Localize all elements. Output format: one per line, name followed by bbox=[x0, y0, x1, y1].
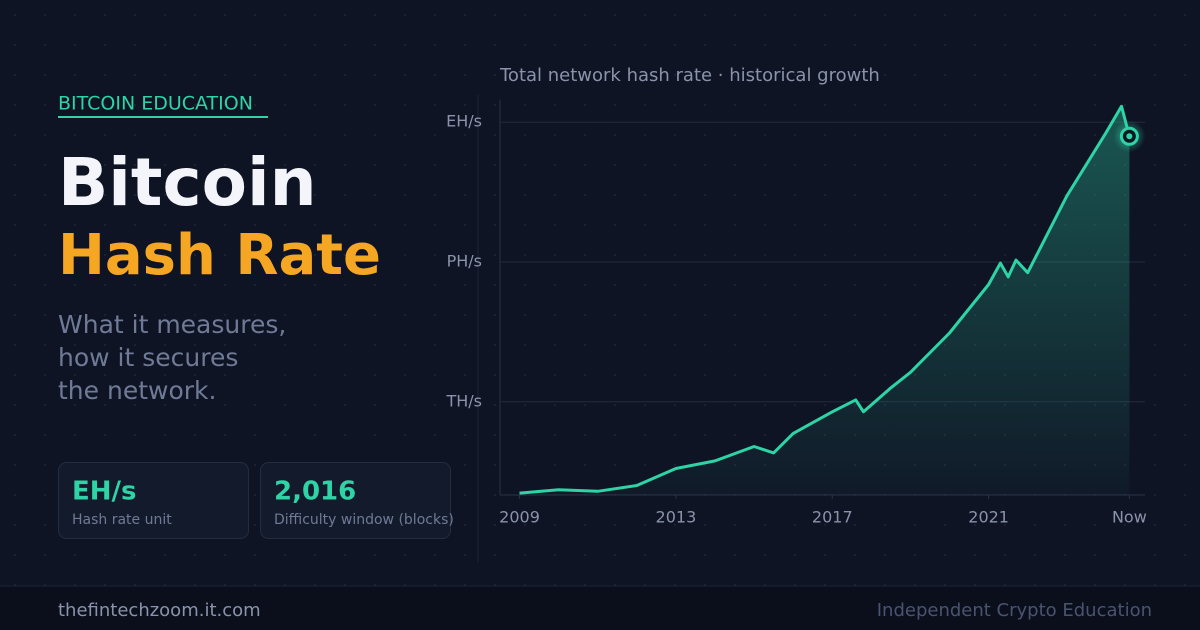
kicker: BITCOIN EDUCATION bbox=[58, 93, 253, 115]
x-tick-label: 2013 bbox=[656, 508, 697, 527]
y-tick-label: PH/s bbox=[447, 252, 482, 271]
y-tick-label: TH/s bbox=[445, 391, 482, 410]
footer bbox=[0, 586, 1200, 630]
stat-value: EH/s bbox=[72, 477, 137, 507]
stat-card bbox=[260, 462, 451, 539]
stat-label: Difficulty window (blocks) bbox=[274, 512, 454, 528]
x-tick-label: 2017 bbox=[812, 508, 853, 527]
stat-card bbox=[58, 462, 249, 539]
subtitle: the network. bbox=[58, 376, 216, 405]
subtitle: how it secures bbox=[58, 343, 238, 372]
y-tick-label: EH/s bbox=[446, 112, 482, 131]
footer-site: thefintechzoom.it.com bbox=[58, 600, 261, 621]
x-tick-label: 2021 bbox=[968, 508, 1009, 527]
end-point-core bbox=[1126, 133, 1133, 140]
line bbox=[519, 104, 1131, 495]
headline-accent: Hash Rate bbox=[58, 223, 381, 288]
headline: Bitcoin bbox=[58, 144, 317, 221]
stat-label: Hash rate unit bbox=[72, 512, 172, 528]
chart-title: Total network hash rate · historical gro… bbox=[499, 65, 880, 86]
x-tick-label: 2009 bbox=[499, 508, 540, 527]
subtitle: What it measures, bbox=[58, 310, 286, 339]
footer-tagline: Independent Crypto Education bbox=[877, 600, 1152, 621]
x-tick-label: Now bbox=[1112, 508, 1147, 527]
stat-value: 2,016 bbox=[274, 477, 356, 507]
area bbox=[519, 106, 1130, 496]
